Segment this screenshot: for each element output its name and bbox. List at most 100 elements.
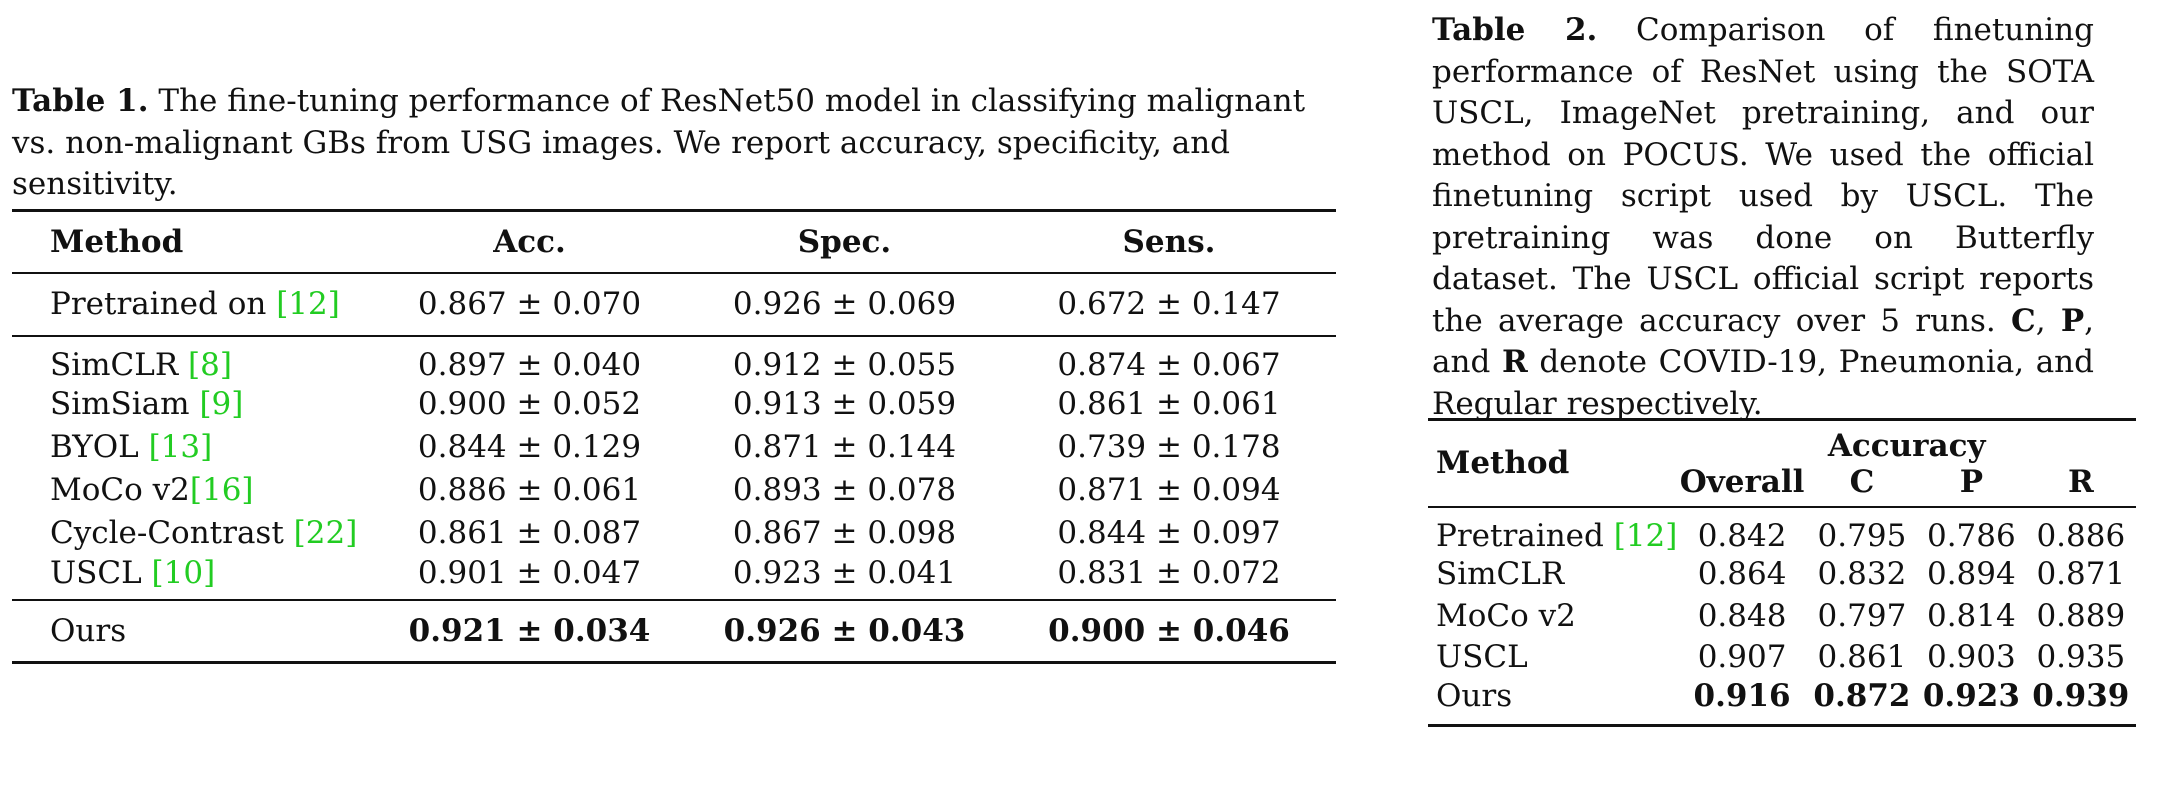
table1-acc-cell: 0.867 ± 0.070	[372, 272, 687, 337]
table2-method-cell: Pretrained [12]	[1428, 507, 1677, 554]
method-name: Cycle-Contrast	[50, 515, 294, 551]
table2-overall-cell: 0.907	[1697, 639, 1787, 676]
table2-method-cell: USCL	[1436, 639, 1528, 676]
table2-r-cell: 0.935	[2036, 639, 2126, 676]
method-name: USCL	[50, 554, 152, 591]
table2-p-cell: 0.903	[1926, 639, 2016, 676]
table1-caption-text: The fine-tuning performance of ResNet50 …	[12, 83, 1306, 202]
table2-p-cell: 0.786	[1926, 517, 2016, 554]
table1-header-acc: Acc.	[372, 210, 687, 274]
table1-method-cell: BYOL [13]	[12, 426, 372, 469]
table2-caption-tail: denote COVID-19, Pneumonia, and Regular …	[1432, 344, 2094, 422]
table2: Method Accuracy Overall C P R Pretrained…	[1428, 418, 2136, 727]
table2-method-cell: MoCo v2	[1436, 597, 1576, 634]
citation-link[interactable]: [10]	[151, 554, 216, 591]
table1-caption-label: Table 1.	[12, 83, 149, 119]
table1-sens-cell: 0.831 ± 0.072	[1057, 554, 1281, 591]
table2-row: USCL 0.907 0.861 0.903 0.935	[1428, 637, 2136, 679]
table2-row-ours: Ours 0.916 0.872 0.923 0.939	[1428, 678, 2136, 726]
table1-acc-cell: 0.886 ± 0.061	[417, 472, 642, 508]
table2-row: SimCLR 0.864 0.832 0.894 0.871	[1428, 554, 2136, 596]
citation-link[interactable]: [16]	[189, 472, 254, 508]
table2-header-c: C	[1806, 463, 1918, 508]
table2-overall-cell: 0.916	[1693, 678, 1791, 714]
table1-acc-cell: 0.844 ± 0.129	[417, 429, 642, 465]
citation-link[interactable]: [8]	[188, 346, 232, 383]
table2-caption-label: Table 2.	[1432, 12, 1598, 48]
table2-overall-cell: 0.842	[1697, 517, 1787, 554]
table2-caption: Table 2. Comparison of finetuning perfor…	[1432, 10, 2094, 425]
table1-method-cell: Cycle-Contrast [22]	[12, 512, 372, 555]
citation-link[interactable]: [22]	[293, 515, 358, 551]
table1-sens-cell: 0.672 ± 0.147	[1002, 272, 1336, 337]
table1-method-cell: SimSiam [9]	[12, 383, 372, 426]
table1-sens-cell: 0.900 ± 0.046	[1002, 598, 1336, 663]
table2-method-cell: SimCLR	[1436, 556, 1565, 593]
table1-method-cell: USCL [10]	[12, 555, 372, 600]
table2-c-cell: 0.795	[1817, 517, 1907, 554]
table1-spec-cell: 0.867 ± 0.098	[732, 515, 957, 551]
table2-r-cell: 0.939	[2032, 678, 2130, 714]
table1: Method Acc. Spec. Sens. Pretrained on [1…	[12, 209, 1336, 664]
table1-header-spec: Spec.	[687, 210, 1002, 274]
table2-c-cell: 0.797	[1817, 597, 1907, 634]
table1-method-cell: SimCLR [8]	[12, 336, 372, 383]
caption-separator: ,	[2035, 302, 2061, 339]
table1-spec-cell: 0.871 ± 0.144	[732, 429, 957, 465]
table1-acc-cell: 0.861 ± 0.087	[417, 515, 642, 551]
method-name: Pretrained	[1436, 517, 1614, 554]
table2-header-method: Method	[1428, 419, 1678, 508]
table1-acc-cell: 0.900 ± 0.052	[417, 386, 642, 422]
table1-spec-cell: 0.893 ± 0.078	[732, 472, 957, 508]
table1-sens-cell: 0.871 ± 0.094	[1057, 472, 1281, 508]
table1-header-sens: Sens.	[1002, 210, 1336, 274]
table2-header-r: R	[2025, 463, 2136, 508]
table1-sens-cell: 0.874 ± 0.067	[1057, 346, 1281, 383]
table1-row: SimSiam [9] 0.900 ± 0.052 0.913 ± 0.059 …	[12, 383, 1336, 426]
table2-header-p: P	[1917, 463, 2026, 508]
citation-link[interactable]: [13]	[148, 429, 213, 465]
table2-row: MoCo v2 0.848 0.797 0.814 0.889	[1428, 595, 2136, 637]
table2-p-cell: 0.923	[1922, 678, 2020, 714]
citation-link[interactable]: [12]	[276, 286, 340, 322]
table2-caption-text: Comparison of finetuning performance of …	[1432, 12, 2094, 339]
class-r-label: R	[1501, 344, 1528, 380]
table1-row: Cycle-Contrast [22] 0.861 ± 0.087 0.867 …	[12, 512, 1336, 555]
citation-link[interactable]: [12]	[1613, 517, 1678, 554]
table1-row: MoCo v2[16] 0.886 ± 0.061 0.893 ± 0.078 …	[12, 469, 1336, 512]
table1-row: USCL [10] 0.901 ± 0.047 0.923 ± 0.041 0.…	[12, 555, 1336, 600]
table1-acc-cell: 0.901 ± 0.047	[417, 554, 642, 591]
table1-method-cell: MoCo v2[16]	[12, 469, 372, 512]
table1-spec-cell: 0.912 ± 0.055	[732, 346, 957, 383]
method-name: MoCo v2	[50, 472, 190, 508]
table1-header-row: Method Acc. Spec. Sens.	[12, 210, 1336, 274]
table1-header-method: Method	[12, 210, 372, 274]
table1-row-ours: Ours 0.921 ± 0.034 0.926 ± 0.043 0.900 ±…	[12, 598, 1336, 663]
table2-c-cell: 0.872	[1813, 678, 1911, 714]
method-name: SimCLR	[50, 346, 189, 383]
table1-acc-cell: 0.921 ± 0.034	[372, 598, 687, 663]
class-c-label: C	[2011, 302, 2036, 339]
table2-header-row-2: Overall C P R	[1428, 463, 2136, 508]
table2-r-cell: 0.889	[2036, 597, 2126, 634]
method-name: SimSiam	[50, 386, 200, 422]
table2-overall-cell: 0.864	[1697, 556, 1787, 593]
table2-p-cell: 0.814	[1926, 597, 2016, 634]
table1-spec-cell: 0.926 ± 0.069	[687, 272, 1002, 337]
table1-caption: Table 1. The fine-tuning performance of …	[12, 81, 1352, 206]
table1-spec-cell: 0.926 ± 0.043	[687, 598, 1002, 663]
method-name: Pretrained on	[50, 286, 277, 322]
table2-r-cell: 0.871	[2036, 556, 2126, 593]
citation-link[interactable]: [9]	[199, 386, 244, 422]
table2-header-row-1: Method Accuracy	[1428, 419, 2136, 508]
table2-overall-cell: 0.848	[1697, 597, 1787, 634]
table1-sens-cell: 0.844 ± 0.097	[1057, 515, 1281, 551]
table1-method-cell: Ours	[12, 598, 372, 663]
caption-separator: , and	[1432, 302, 2094, 381]
table1-row-pretrained: Pretrained on [12] 0.867 ± 0.070 0.926 ±…	[12, 272, 1336, 337]
table2-header-accuracy: Accuracy	[1827, 427, 1986, 464]
table2-header-overall: Overall	[1677, 463, 1807, 508]
table2-method-cell: Ours	[1436, 678, 1513, 714]
table1-row: SimCLR [8] 0.897 ± 0.040 0.912 ± 0.055 0…	[12, 336, 1336, 383]
table1-acc-cell: 0.897 ± 0.040	[417, 346, 642, 383]
